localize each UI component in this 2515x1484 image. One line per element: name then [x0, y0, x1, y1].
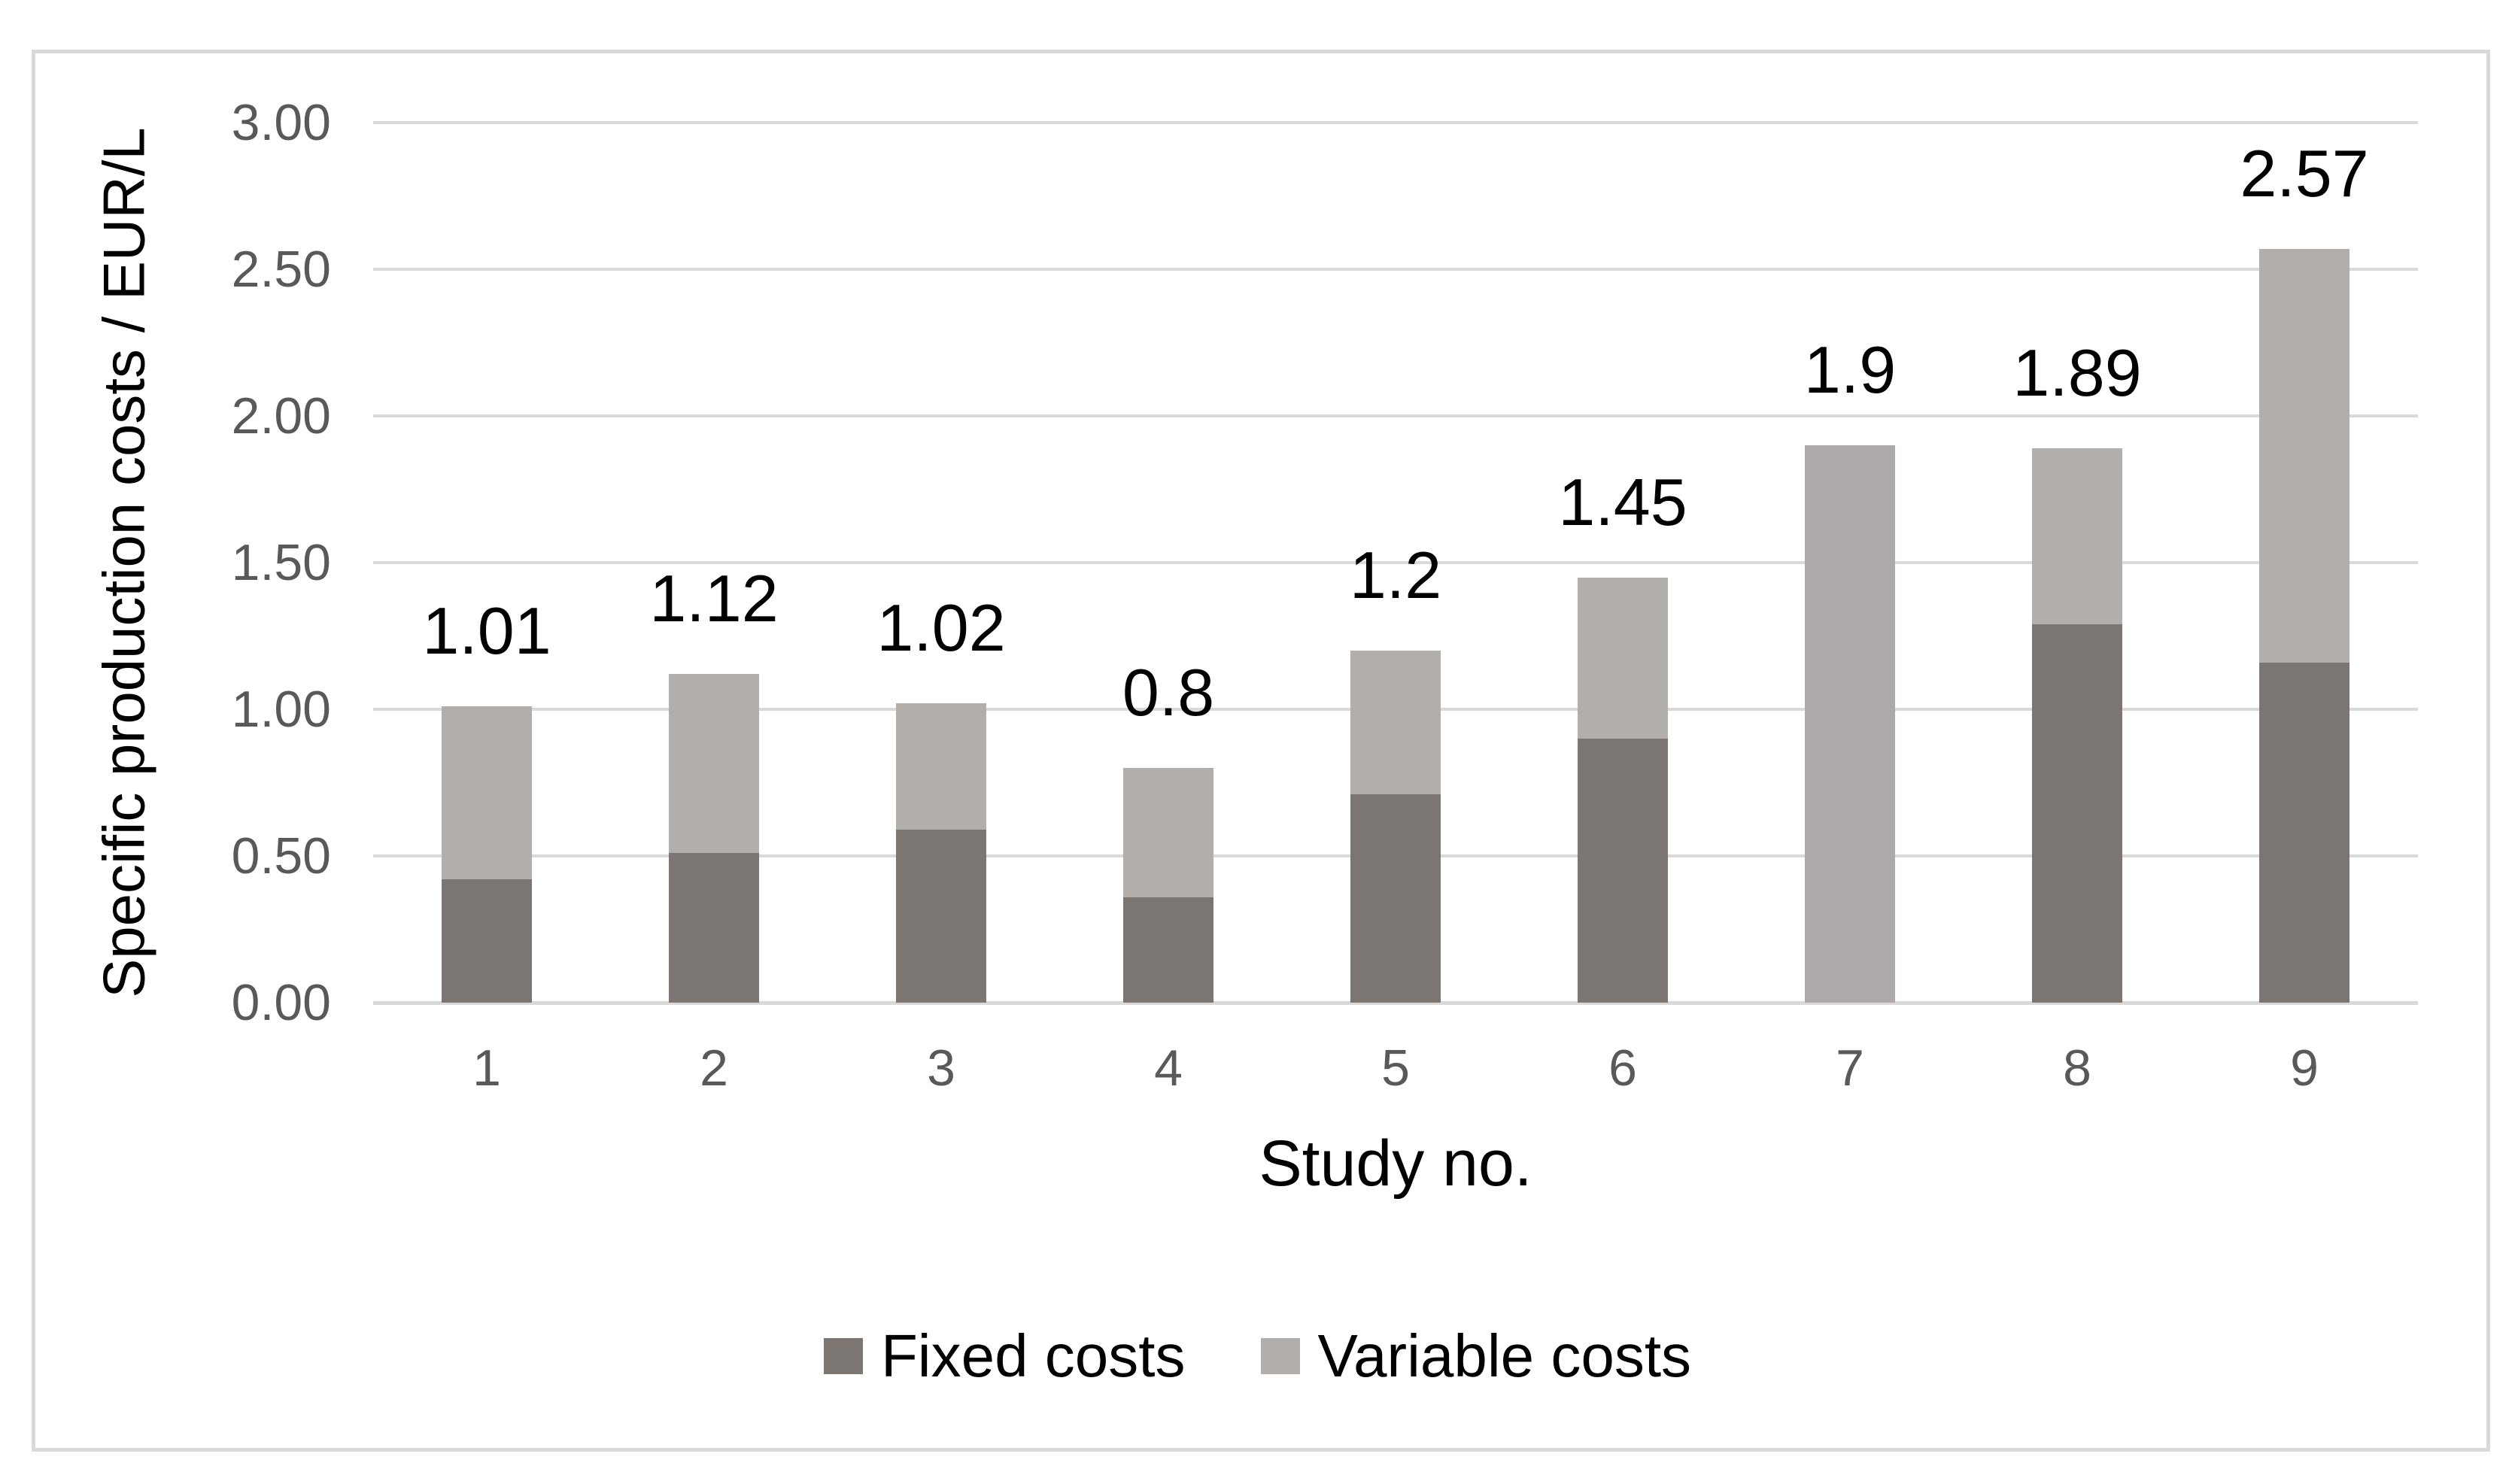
- variable-costs-segment: [2259, 248, 2349, 663]
- legend: Fixed costs Variable costs: [0, 1322, 2515, 1391]
- gridline: [373, 121, 2418, 124]
- x-tick-label: 6: [1608, 1039, 1637, 1097]
- x-tick-label: 7: [1836, 1039, 1864, 1097]
- variable-costs-segment: [2032, 448, 2122, 624]
- x-tick-label: 8: [2063, 1039, 2091, 1097]
- variable-costs-swatch: [1260, 1338, 1300, 1374]
- x-tick-label: 4: [1154, 1039, 1183, 1097]
- x-axis-line: [373, 1001, 2418, 1005]
- fixed-costs-segment: [1123, 897, 1213, 1003]
- x-tick-label: 2: [700, 1039, 728, 1097]
- fixed-costs-swatch: [823, 1338, 863, 1374]
- bar-total-label: 1.89: [2012, 335, 2142, 410]
- fixed-costs-segment: [669, 853, 759, 1003]
- bar-total-label: 1.02: [876, 590, 1006, 666]
- variable-costs-segment: [896, 703, 986, 830]
- y-tick-label: 2.50: [231, 241, 331, 298]
- gridline: [373, 414, 2418, 417]
- bar-total-label: 1.01: [422, 593, 551, 669]
- bar-total-label: 2.57: [2240, 135, 2369, 211]
- fixed-costs-segment: [896, 829, 986, 1003]
- x-tick-label: 1: [472, 1039, 501, 1097]
- bar-total-label: 1.2: [1349, 538, 1442, 612]
- variable-costs-segment: [1805, 445, 1895, 1003]
- legend-label-variable-costs: Variable costs: [1317, 1322, 1692, 1389]
- y-tick-label: 0.00: [231, 974, 331, 1031]
- legend-label-fixed-costs: Fixed costs: [880, 1322, 1186, 1389]
- x-tick-label: 3: [927, 1039, 955, 1097]
- y-tick-label: 3.00: [231, 94, 331, 151]
- fixed-costs-segment: [442, 879, 532, 1003]
- variable-costs-segment: [442, 706, 532, 880]
- y-tick-label: 1.50: [231, 534, 331, 591]
- gridline: [373, 561, 2418, 564]
- fixed-costs-segment: [2032, 624, 2122, 1003]
- fixed-costs-segment: [2259, 662, 2349, 1003]
- variable-costs-segment: [1578, 577, 1668, 739]
- bar-total-label: 0.8: [1122, 655, 1215, 730]
- bar-total-label: 1.12: [649, 561, 779, 636]
- x-axis-title: Study no.: [1259, 1127, 1532, 1200]
- y-axis-title: Specific production costs / EUR/L: [90, 127, 157, 998]
- y-tick-label: 1.00: [231, 681, 331, 738]
- y-tick-label: 2.00: [231, 387, 331, 445]
- bar-total-label: 1.45: [1558, 464, 1687, 539]
- legend-item-fixed-costs: Fixed costs: [823, 1322, 1186, 1391]
- fixed-costs-segment: [1578, 739, 1668, 1003]
- legend-item-variable-costs: Variable costs: [1260, 1322, 1692, 1391]
- variable-costs-segment: [1123, 768, 1213, 897]
- y-tick-label: 0.50: [231, 827, 331, 885]
- x-tick-label: 9: [2290, 1039, 2319, 1097]
- variable-costs-segment: [669, 674, 759, 854]
- x-tick-label: 5: [1381, 1039, 1410, 1097]
- chart-border-frame: [32, 50, 2490, 1452]
- fixed-costs-segment: [1350, 794, 1441, 1003]
- bar-total-label: 1.9: [1803, 332, 1897, 407]
- variable-costs-segment: [1350, 651, 1441, 795]
- gridline: [373, 268, 2418, 271]
